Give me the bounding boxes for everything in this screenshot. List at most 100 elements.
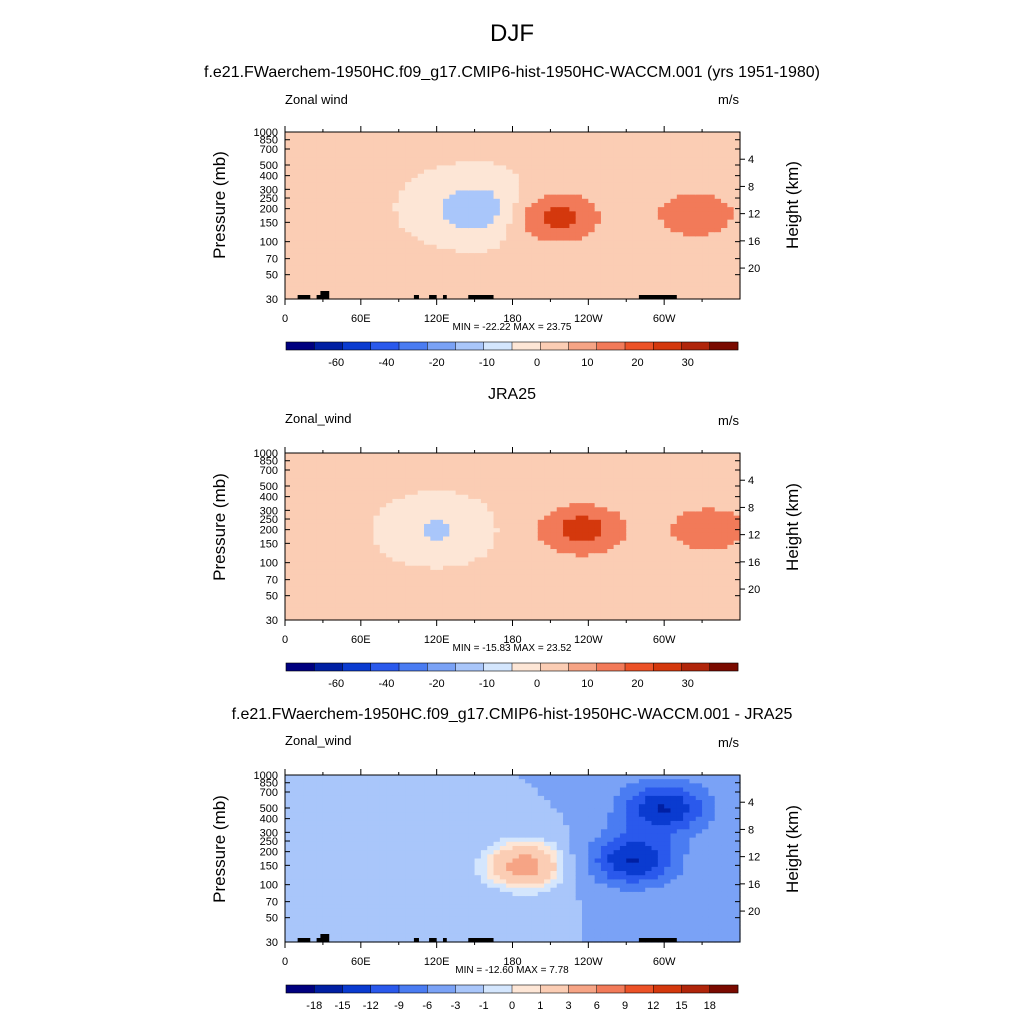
contour-cell	[316, 565, 324, 571]
contour-cell	[436, 194, 444, 200]
contour-cell	[512, 265, 520, 271]
contour-cell	[582, 498, 589, 504]
contour-cell	[297, 194, 305, 200]
contour-cell	[461, 582, 469, 588]
contour-cell	[708, 202, 716, 208]
contour-cell	[556, 207, 564, 212]
contour-cell	[297, 261, 305, 267]
contour-cell	[461, 144, 469, 150]
contour-cell	[683, 253, 691, 258]
colorbar-label: -60	[328, 357, 344, 369]
contour-cell	[386, 536, 394, 542]
contour-cell	[322, 157, 330, 162]
contour-cell	[285, 599, 292, 604]
contour-cell	[417, 286, 425, 292]
contour-cell	[392, 473, 400, 479]
contour-cell	[430, 278, 438, 283]
contour-cell	[461, 599, 469, 604]
contour-cell	[607, 136, 615, 141]
contour-cell	[544, 469, 552, 475]
contour-cell	[310, 228, 318, 233]
contour-cell	[430, 165, 438, 171]
contour-cell	[531, 457, 539, 462]
contour-cell	[310, 603, 318, 609]
contour-cell	[461, 223, 469, 229]
contour-cell	[392, 132, 400, 137]
contour-cell	[582, 603, 589, 609]
contour-cell	[651, 186, 659, 192]
contour-cell	[689, 194, 697, 200]
contour-cell	[442, 528, 450, 533]
contour-cell	[550, 190, 558, 196]
contour-cell	[461, 244, 469, 250]
contour-cell	[499, 198, 507, 204]
contour-cell	[702, 190, 709, 196]
contour-cell	[379, 294, 387, 300]
contour-cell	[322, 528, 330, 533]
contour-cell	[550, 265, 558, 271]
contour-cell	[474, 219, 482, 225]
contour-cell	[575, 465, 583, 471]
contour-cell	[588, 507, 596, 513]
contour-cell	[575, 582, 583, 588]
contour-cell	[626, 244, 634, 250]
contour-cell	[544, 599, 552, 604]
land-block	[638, 295, 677, 299]
contour-cell	[436, 236, 444, 242]
contour-cell	[721, 265, 728, 271]
contour-cell	[512, 294, 520, 300]
contour-cell	[689, 215, 697, 221]
contour-cell	[651, 169, 659, 175]
contour-cell	[474, 536, 482, 542]
contour-cell	[575, 607, 583, 613]
contour-cell	[480, 190, 488, 196]
contour-cell	[638, 202, 646, 208]
contour-cell	[512, 232, 520, 237]
contour-cell	[537, 290, 545, 296]
contour-cell	[373, 286, 381, 292]
contour-cell	[512, 503, 520, 508]
contour-cell	[392, 194, 400, 200]
contour-cell	[480, 515, 488, 521]
contour-cell	[329, 569, 337, 575]
contour-cell	[487, 140, 495, 146]
contour-cell	[657, 186, 665, 192]
contour-cell	[531, 553, 539, 558]
contour-cell	[405, 253, 412, 258]
contour-cell	[525, 211, 533, 217]
contour-cell	[398, 286, 406, 292]
contour-cell	[449, 140, 457, 146]
contour-cell	[341, 257, 349, 263]
contour-cell	[670, 236, 678, 242]
contour-cell	[442, 152, 450, 158]
contour-cell	[297, 169, 305, 175]
contour-cell	[341, 611, 349, 617]
contour-cell	[461, 561, 469, 567]
contour-cell	[354, 165, 362, 171]
contour-cell	[379, 182, 387, 187]
contour-cell	[442, 519, 450, 525]
contour-cell	[291, 498, 299, 504]
contour-cell	[727, 207, 735, 212]
contour-cell	[354, 515, 362, 521]
contour-cell	[291, 248, 299, 254]
contour-cell	[638, 248, 646, 254]
contour-cell	[411, 465, 419, 471]
colorbar-swatch	[568, 342, 598, 350]
contour-cell	[285, 240, 292, 246]
contour-cell	[360, 532, 368, 538]
contour-cell	[449, 465, 457, 471]
contour-cell	[291, 565, 299, 571]
contour-cell	[563, 486, 570, 492]
contour-cell	[367, 194, 375, 200]
contour-cell	[619, 253, 627, 258]
contour-cell	[310, 465, 318, 471]
contour-cell	[310, 236, 318, 242]
contour-cell	[506, 615, 514, 621]
contour-cell	[398, 198, 406, 204]
contour-cell	[291, 132, 299, 137]
contour-cell	[417, 578, 425, 584]
contour-cell	[588, 461, 596, 467]
contour-cell	[531, 148, 539, 154]
contour-cell	[537, 523, 545, 529]
